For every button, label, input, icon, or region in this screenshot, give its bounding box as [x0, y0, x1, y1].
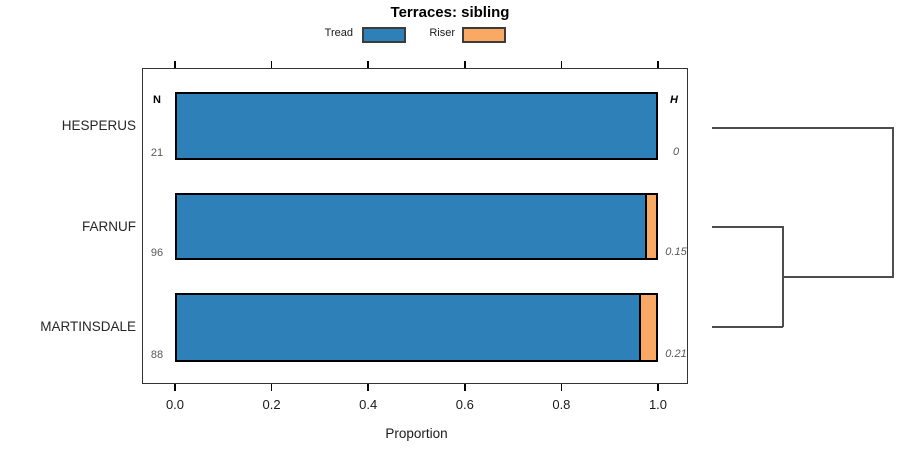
x-tick-bottom [367, 384, 369, 391]
x-tick-top [464, 61, 466, 68]
x-tick-label: 0.4 [359, 397, 378, 412]
x-tick-label: 1.0 [648, 397, 668, 412]
n-value: 88 [150, 349, 164, 361]
x-tick-label: 0.8 [552, 397, 571, 412]
category-label: FARNUF [82, 219, 136, 234]
legend-swatch-riser-icon [462, 27, 506, 43]
legend-label-tread: Tread [324, 27, 353, 39]
category-label: HESPERUS [61, 118, 136, 133]
dendrogram-branch-martinsdale [712, 326, 783, 328]
n-column-header: N [153, 94, 161, 106]
dendrogram-branch-farnuf [712, 226, 783, 228]
x-tick-top [367, 61, 369, 68]
n-value: 21 [150, 147, 164, 159]
legend-swatch-tread-icon [362, 27, 406, 43]
x-tick-label: 0.0 [165, 397, 185, 412]
chart-title: Terraces: sibling [390, 4, 510, 21]
x-tick-label: 0.6 [455, 397, 474, 412]
x-tick-bottom [657, 384, 659, 391]
category-label: MARTINSDALE [40, 319, 136, 334]
bar-segment-tread [177, 295, 639, 360]
legend-label-riser: Riser [429, 27, 455, 39]
h-value: 0.15 [665, 246, 687, 258]
x-axis-label: Proportion [385, 426, 448, 441]
x-tick-top [657, 61, 659, 68]
x-tick-top [270, 61, 273, 68]
h-column-header: H [670, 94, 678, 106]
h-value: 0 [672, 146, 680, 158]
dendrogram-join-1 [782, 226, 784, 327]
x-tick-label: 0.2 [262, 397, 281, 412]
bar-martinsdale [175, 293, 658, 362]
bar-segment-tread [177, 94, 656, 158]
dendrogram-join-2 [892, 127, 894, 278]
bar-farnuf [175, 193, 658, 260]
bar-hesperus [175, 92, 658, 160]
bar-segment-tread [177, 195, 646, 258]
h-value: 0.21 [665, 348, 687, 360]
n-value: 96 [150, 247, 164, 259]
x-tick-bottom [174, 384, 176, 391]
bar-segment-riser [645, 195, 656, 258]
dendrogram-branch-hesperus [712, 127, 894, 129]
dendrogram-connector [783, 276, 893, 278]
x-tick-bottom [464, 384, 466, 391]
x-tick-top [174, 61, 176, 68]
x-tick-bottom [560, 384, 563, 391]
x-tick-bottom [270, 384, 273, 391]
bar-segment-riser [638, 295, 656, 360]
x-tick-top [560, 61, 563, 68]
